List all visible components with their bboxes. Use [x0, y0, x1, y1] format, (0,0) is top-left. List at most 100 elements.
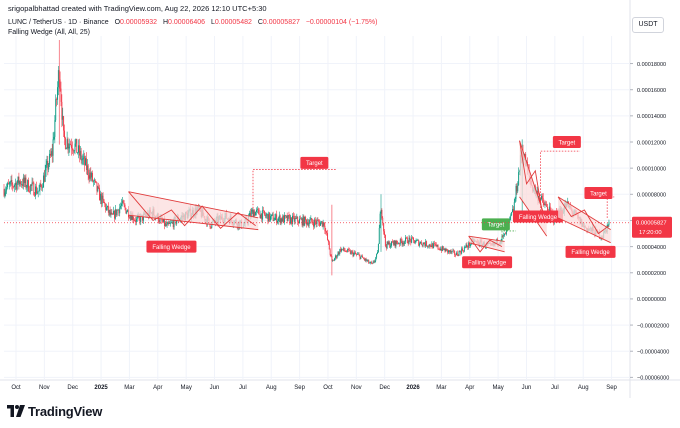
candle-body	[414, 242, 416, 244]
candle-body	[366, 260, 368, 262]
candle-body	[453, 250, 455, 252]
candle-body	[50, 153, 51, 156]
candle-body	[325, 231, 327, 232]
candle-body	[339, 249, 341, 254]
candle-body	[133, 219, 135, 221]
falling-wedge-4[interactable]: Falling Wedge	[557, 196, 616, 258]
x-tick-label: Nov	[351, 385, 362, 391]
candle-body	[440, 248, 442, 251]
candle-body	[52, 139, 54, 156]
candle-body	[56, 99, 58, 100]
candle-body	[134, 220, 136, 221]
candle-body	[370, 262, 372, 264]
candle-body	[285, 215, 287, 217]
candle-body	[512, 209, 514, 212]
y-tick-label: −0.00006000	[637, 376, 669, 382]
price-chart[interactable]: 0.00018000 0.00016000 0.00014000 0.00012000…	[0, 0, 680, 398]
candle-body	[412, 237, 414, 239]
candle-body	[418, 240, 420, 246]
candle-body	[377, 243, 379, 253]
candle-body	[159, 217, 161, 222]
tradingview-brand[interactable]: TradingView	[28, 404, 103, 419]
target-label-box	[300, 156, 329, 169]
target-3[interactable]: Target	[540, 136, 581, 214]
x-tick-label: Nov	[39, 385, 50, 391]
x-tick-label: 2025	[94, 385, 108, 391]
candle-body	[357, 254, 359, 255]
falling-wedge-1[interactable]: Falling Wedge	[128, 191, 259, 253]
candle-body	[261, 213, 263, 220]
candle-body	[391, 241, 392, 246]
candle-body	[536, 191, 538, 192]
candle-body	[116, 210, 118, 216]
candle-body	[58, 70, 60, 80]
candle-body	[416, 240, 418, 241]
candle-body	[305, 216, 307, 220]
candle-body	[40, 183, 42, 186]
candle-body	[169, 223, 171, 225]
candle-body	[567, 201, 569, 203]
candle-body	[354, 252, 356, 254]
candle-body	[431, 243, 433, 248]
candle-body	[411, 237, 413, 243]
currency-button[interactable]: USDT	[632, 17, 664, 33]
candle-body	[271, 214, 273, 216]
y-tick-label: 0.00008000	[637, 193, 666, 199]
candle-body	[108, 210, 110, 213]
candle-body	[282, 215, 284, 222]
candle-body	[306, 219, 307, 225]
candle-body	[374, 260, 376, 263]
last-price-badge[interactable]	[632, 216, 672, 238]
candle-body	[505, 227, 507, 235]
falling-wedge-2[interactable]: Falling Wedge	[462, 235, 513, 269]
candle-body	[425, 241, 427, 247]
candle-body	[441, 246, 443, 251]
candle-body	[392, 242, 394, 245]
candle-body	[513, 202, 515, 212]
target-2[interactable]: Target	[481, 218, 517, 242]
candle-body	[167, 222, 169, 225]
candle-body	[47, 161, 49, 170]
target-1[interactable]: Target	[252, 156, 337, 212]
indicator-legend[interactable]: Falling Wedge (All, All, 25)	[8, 29, 90, 36]
candle-body	[170, 222, 172, 224]
candle-body	[429, 244, 431, 247]
candle-body	[277, 218, 279, 221]
tradingview-logo-icon[interactable]	[7, 405, 25, 417]
candle-body	[515, 185, 517, 199]
candle-body	[372, 261, 374, 264]
candle-body	[14, 182, 16, 186]
candle-body	[92, 181, 94, 182]
candle-body	[607, 224, 609, 226]
ohlc-low-value: 0.00005482	[214, 19, 252, 26]
candle-body	[468, 242, 470, 248]
ohlc-open-value: 0.00005932	[120, 19, 158, 26]
candle-body	[341, 248, 342, 252]
wedge-zigzag	[468, 235, 503, 253]
candle-body	[422, 242, 424, 246]
candle-body	[421, 244, 423, 246]
wedge-label: Falling Wedge	[152, 245, 191, 251]
target-label: Target	[306, 161, 323, 167]
candle-body	[415, 240, 417, 243]
candle-body	[264, 214, 266, 217]
candle-body	[122, 200, 124, 204]
candle-body	[85, 158, 86, 166]
x-tick-label: Jun	[522, 385, 532, 391]
candle-body	[465, 244, 467, 247]
falling-wedge-3[interactable]: Falling Wedge	[512, 140, 563, 237]
candle-body	[32, 182, 34, 184]
candle-body	[211, 222, 213, 228]
candle-body	[86, 165, 88, 170]
candle-body	[135, 220, 136, 222]
candle-body	[409, 237, 411, 240]
ohlc-open-key: O	[114, 19, 121, 26]
symbol-legend[interactable]: LUNC / TetherUS · 1D · Binance O0.000059…	[8, 19, 377, 26]
candle-body	[61, 101, 63, 120]
candle-body	[542, 198, 544, 203]
candle-body	[8, 184, 10, 185]
target-projection-line	[501, 230, 517, 242]
candle-body	[64, 137, 66, 150]
target-4[interactable]: Target	[584, 187, 615, 218]
candle-body	[311, 218, 313, 222]
